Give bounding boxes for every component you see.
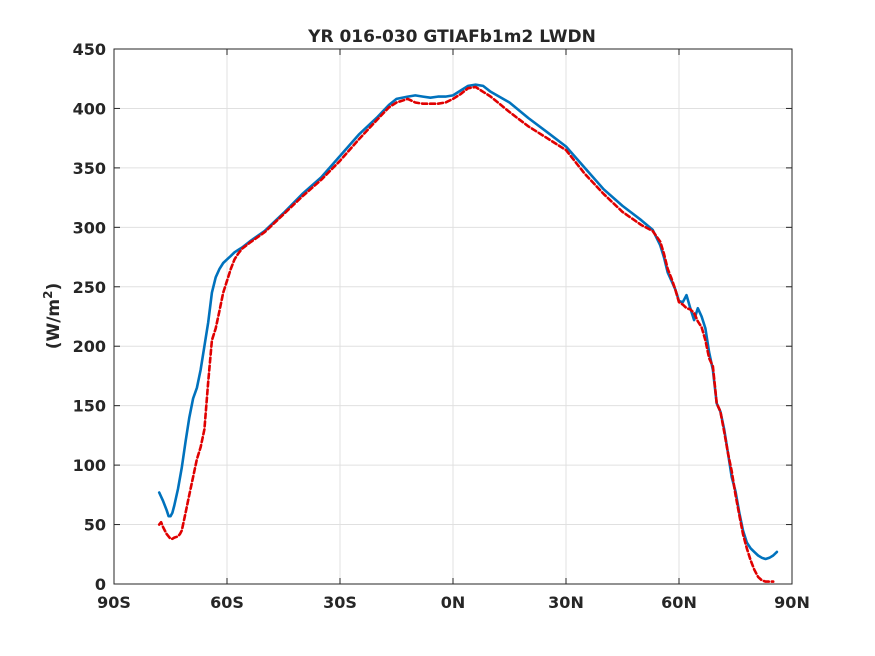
y-axis-label-main: (W/m [44, 299, 64, 349]
y-tick-label: 450 [73, 40, 106, 59]
series-layer [157, 83, 779, 583]
ticks: 90S 60S 30S 0N 30N 60N 90N 0 50 100 150 200 250 300 35… [73, 40, 810, 612]
y-tick-label: 400 [73, 99, 106, 118]
x-tick-label: 30S [323, 593, 357, 612]
x-tick-label: 90S [97, 593, 131, 612]
y-tick-label: 0 [95, 575, 106, 594]
y-tick-label: 150 [73, 397, 106, 416]
x-tick-label: 60N [661, 593, 697, 612]
x-tick-label: 30N [548, 593, 584, 612]
y-tick-label: 200 [73, 337, 106, 356]
chart-title: YR 016-030 GTIAFb1m2 LWDN [307, 27, 596, 47]
x-tick-label: 90N [774, 593, 810, 612]
y-axis-label-end: ) [44, 283, 64, 291]
y-tick-label: 100 [73, 456, 106, 475]
series-line-2 [157, 85, 775, 583]
y-tick-label: 350 [73, 159, 106, 178]
y-axis-label: (W/m2) [41, 283, 64, 350]
x-tick-label: 60S [210, 593, 244, 612]
x-tick-label: 0N [441, 593, 466, 612]
y-tick-label: 250 [73, 278, 106, 297]
y-axis-label-superscript: 2 [41, 290, 55, 298]
y-tick-label: 50 [84, 516, 106, 535]
y-tick-label: 300 [73, 218, 106, 237]
